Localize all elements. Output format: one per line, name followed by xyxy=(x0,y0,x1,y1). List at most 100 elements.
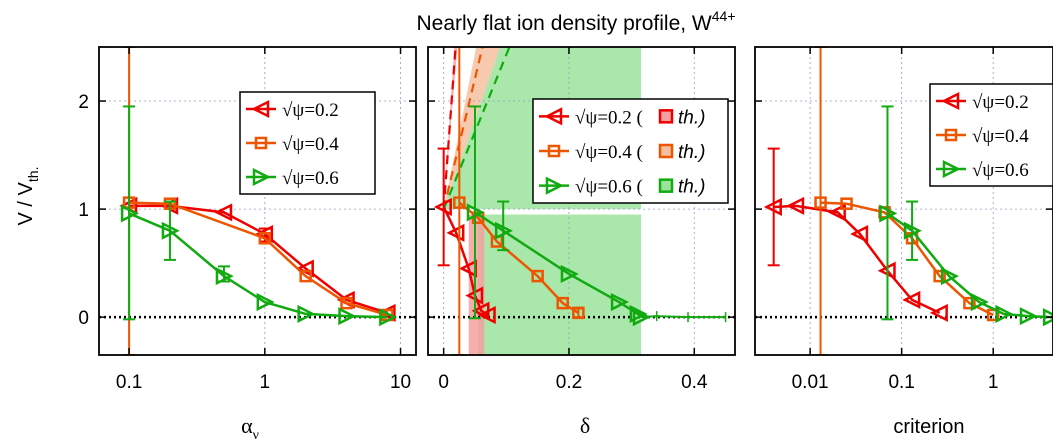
legend-label: √ψ=0.6 xyxy=(282,168,339,189)
data-point xyxy=(963,296,976,310)
data-point xyxy=(466,203,485,222)
th-band-rect xyxy=(478,214,642,355)
legend-marker xyxy=(254,136,268,150)
th-band-cone xyxy=(443,47,501,210)
data-point xyxy=(446,223,465,242)
legend-th-label: th.) xyxy=(678,177,705,198)
plot-clip-criterion xyxy=(755,47,1053,355)
x-tick-label: 0 xyxy=(438,372,449,393)
data-point xyxy=(629,304,648,323)
data-point xyxy=(840,197,853,210)
axes-frame xyxy=(427,46,736,356)
legend-marker xyxy=(944,128,958,142)
data-point xyxy=(120,204,139,223)
legend-label: √ψ=0.4 ( xyxy=(575,142,643,163)
th-band-cone xyxy=(443,47,458,210)
data-point xyxy=(379,308,398,327)
series-0 xyxy=(433,147,496,325)
x-tick-label: 1 xyxy=(260,372,271,393)
legend-marker xyxy=(544,107,563,126)
data-point xyxy=(299,269,312,283)
series-line xyxy=(442,206,489,317)
data-point xyxy=(433,197,452,216)
series-line xyxy=(129,201,388,317)
legend-delta: √ψ=0.2 ( th.) √ψ=0.4 ( th.) √ψ=0.6 ( th.) xyxy=(532,98,729,204)
data-point xyxy=(632,308,651,327)
legend-label: √ψ=0.2 xyxy=(972,92,1029,113)
criterion-panel: 0.01 0.1 1 criterion √ψ=0.2 √ψ=0.4 √ψ=0.6 xyxy=(754,46,1053,438)
legend-th-swatch xyxy=(658,143,674,159)
x-axis-label: criterion xyxy=(893,416,964,438)
x-axis-label-main: α xyxy=(241,413,253,438)
legend-label: √ψ=0.4 xyxy=(972,126,1029,147)
x-axis-label: δ xyxy=(580,413,590,438)
legend-th-label: th.) xyxy=(678,142,705,163)
x-axis-label-subscript: ν xyxy=(253,428,259,443)
x-tick-label: 0.1 xyxy=(116,372,142,393)
x-tick-label: 0.2 xyxy=(556,372,582,393)
legend-marker xyxy=(942,159,961,179)
series-2 xyxy=(120,105,398,327)
data-point xyxy=(879,204,898,223)
legend-criterion: √ψ=0.2 √ψ=0.4 √ψ=0.6 xyxy=(929,83,1053,187)
series-2 xyxy=(466,105,727,327)
data-point xyxy=(531,269,544,283)
data-point xyxy=(827,203,846,222)
legend-marker xyxy=(545,176,564,195)
series-2 xyxy=(879,105,1053,327)
data-point xyxy=(256,293,275,312)
series-line xyxy=(474,211,642,319)
legend-alpha: √ψ=0.2 √ψ=0.4 √ψ=0.6 xyxy=(239,91,376,195)
data-point xyxy=(970,293,989,312)
data-point xyxy=(494,221,513,240)
legend-label: √ψ=0.2 xyxy=(282,100,339,121)
axes-frame xyxy=(754,46,1053,356)
series-line xyxy=(773,204,941,314)
x-axis-label-main: δ xyxy=(580,413,590,438)
x-axis-label-main: criterion xyxy=(893,416,964,438)
data-point xyxy=(215,267,234,286)
data-point xyxy=(929,303,948,322)
figure-title-superscript: 44+ xyxy=(712,8,736,24)
figure-title: Nearly flat ion density profile, W44+ xyxy=(416,8,735,35)
th-dashed-line xyxy=(442,47,484,210)
legend-label: √ψ=0.4 xyxy=(282,134,339,155)
x-axis-label: αν xyxy=(241,413,259,443)
y-tick-label: 2 xyxy=(78,92,89,113)
data-point xyxy=(1019,307,1038,326)
data-point xyxy=(214,203,233,222)
data-point xyxy=(903,221,922,240)
delta-panel: 0 0.2 0.4 δ √ψ=0.2 ( th.) √ψ=0.4 ( th.) √ψ=0.6 (… xyxy=(427,46,736,438)
y-tick-label: 1 xyxy=(78,200,89,221)
data-point xyxy=(556,296,569,310)
y-tick-label: 0 xyxy=(78,308,89,329)
legend-marker xyxy=(252,167,271,187)
data-point xyxy=(258,232,272,245)
legend-th-swatch xyxy=(658,178,674,193)
legend-label: √ψ=0.6 ( xyxy=(575,177,643,198)
legend-marker xyxy=(251,99,270,119)
series-tail-line xyxy=(640,315,726,319)
y-axis-label: V / Vth. xyxy=(15,167,41,226)
data-point xyxy=(572,306,585,320)
data-point xyxy=(933,269,946,283)
x-tick-label: 0.4 xyxy=(681,372,708,393)
data-point xyxy=(161,221,180,240)
series-0 xyxy=(763,147,948,322)
legend-label: √ψ=0.2 ( xyxy=(575,107,643,128)
data-point xyxy=(995,304,1014,323)
plot-clip-alpha xyxy=(99,47,416,355)
data-point xyxy=(338,307,357,326)
data-point xyxy=(560,264,579,283)
legend-marker xyxy=(547,144,561,158)
data-point xyxy=(297,304,316,323)
x-tick-label: 0.01 xyxy=(792,372,829,393)
data-point xyxy=(902,290,921,309)
x-tick-label: 0.1 xyxy=(888,372,914,393)
data-point xyxy=(340,296,353,310)
data-point xyxy=(453,196,466,209)
data-point xyxy=(786,196,805,215)
legend-th-label: th.) xyxy=(678,107,705,128)
data-point xyxy=(477,305,496,325)
